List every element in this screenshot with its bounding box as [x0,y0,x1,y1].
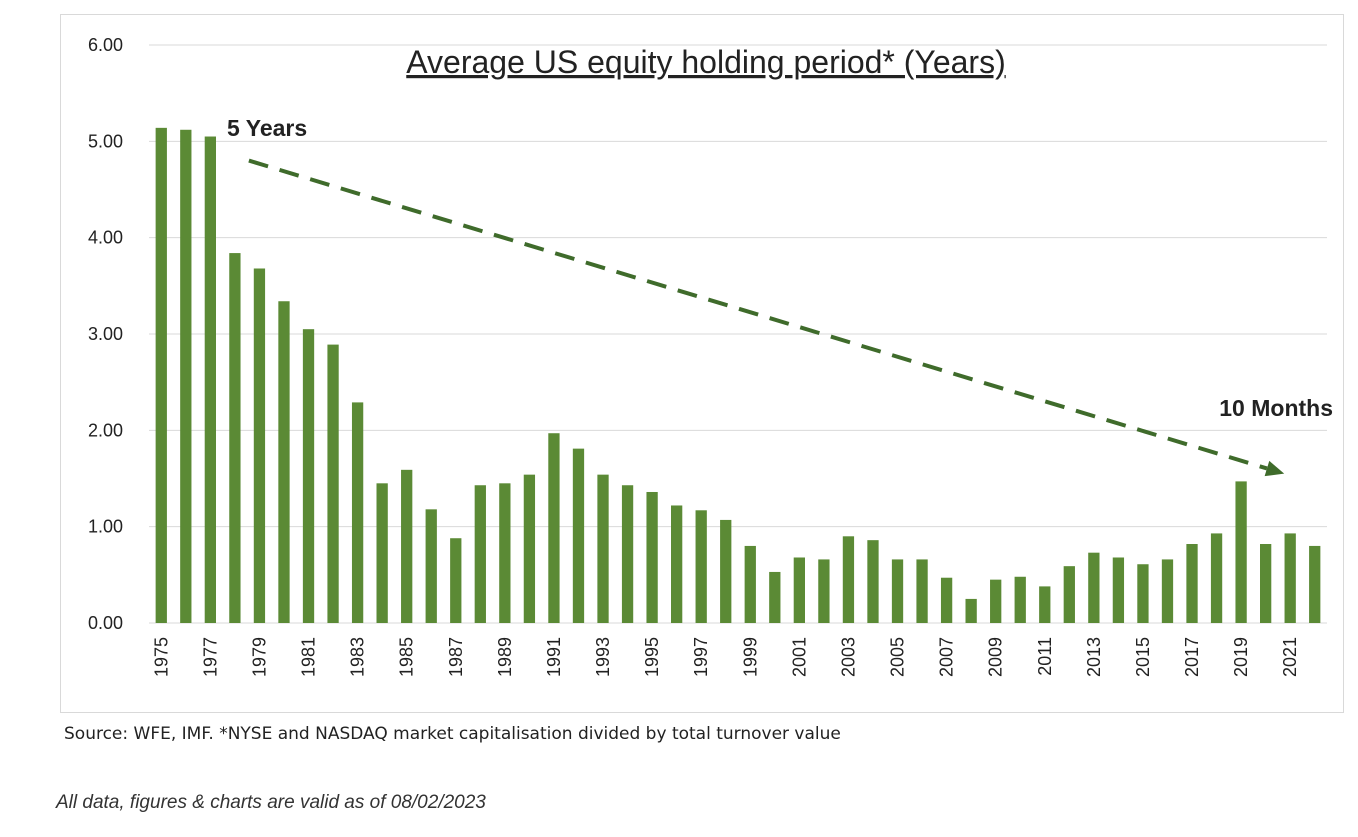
bar-1988 [474,485,486,623]
bar-2002 [818,559,830,623]
bar-2020 [1260,544,1272,623]
y-tick-label: 1.00 [88,517,123,537]
validity-note: All data, figures & charts are valid as … [56,792,486,813]
bar-2018 [1210,533,1223,623]
bar-1983 [351,402,364,623]
bar-1995 [646,491,658,623]
bar-2003 [842,536,855,623]
annotation-10-months: 10 Months [1219,395,1333,421]
bar-2007 [940,577,953,623]
x-tick-label: 2001 [789,637,809,677]
x-tick-label: 1991 [544,637,564,677]
bar-1976 [180,129,192,624]
y-tick-label: 6.00 [88,35,123,55]
x-tick-label: 2003 [838,637,858,677]
bar-1999 [744,545,756,623]
x-tick-label: 1977 [200,637,220,677]
y-tick-label: 5.00 [88,131,123,151]
x-tick-label: 1975 [151,637,171,677]
bar-2022 [1309,545,1321,623]
bar-2001 [793,557,805,623]
chart-title: Average US equity holding period* (Years… [406,44,1005,80]
bar-2009 [990,579,1002,623]
y-tick-label: 0.00 [88,613,123,633]
bar-1978 [229,253,241,623]
source-note: Source: WFE, IMF. *NYSE and NASDAQ marke… [64,724,841,744]
bar-2000 [769,571,781,623]
bar-2016 [1161,559,1174,623]
bar-1984 [376,483,388,623]
x-tick-label: 1987 [446,637,466,677]
bar-1981 [302,329,315,623]
bar-1986 [425,509,437,623]
x-tick-label: 1993 [593,637,613,677]
y-tick-label: 4.00 [88,228,123,248]
trend-arrow-line [248,158,1268,471]
x-tick-label: 2015 [1133,637,1153,677]
x-tick-label: 2007 [937,637,957,677]
bar-1991 [548,433,560,623]
bar-1982 [327,344,339,623]
bar-1996 [671,505,683,623]
bar-2011 [1039,586,1051,623]
bar-2019 [1235,481,1247,623]
bar-1985 [401,469,413,623]
bar-2014 [1112,557,1125,623]
x-tick-label: 2019 [1231,637,1251,677]
x-tick-label: 2017 [1182,637,1202,677]
x-tick-label: 2011 [1035,637,1055,676]
bar-1990 [523,474,536,623]
annotation-5-years: 5 Years [227,115,307,141]
x-tick-label: 1981 [299,637,319,677]
bar-1979 [253,268,266,623]
bar-1994 [621,485,634,623]
bar-1998 [720,519,732,623]
bar-2005 [891,559,904,623]
x-tick-label: 2013 [1084,637,1104,677]
bar-2013 [1088,552,1100,623]
x-tick-label: 2021 [1280,637,1300,677]
bar-1980 [278,301,290,623]
bar-2006 [916,559,928,623]
x-tick-label: 1997 [691,637,711,677]
bar-1993 [597,474,609,623]
x-tick-label: 2009 [986,637,1006,677]
y-tick-label: 2.00 [88,420,123,440]
x-tick-label: 2005 [888,637,908,677]
bar-1997 [695,510,707,623]
bar-2012 [1063,566,1075,623]
x-tick-label: 1989 [495,637,515,677]
y-tick-label: 3.00 [88,324,123,344]
chart-frame: 0.00 1.00 2.00 3.00 4.00 5.00 6.00 1975 1977 1979… [60,14,1344,713]
bar-2015 [1137,564,1149,623]
x-tick-label: 1985 [397,637,417,677]
bar-1977 [204,136,216,623]
trend-arrow-head [1264,460,1285,477]
x-tick-label: 1983 [348,637,368,677]
x-tick-label: 1999 [740,637,760,677]
bar-2008 [965,598,977,623]
bar-1989 [499,483,511,623]
bar-1992 [572,448,585,623]
bar-chart: 0.00 1.00 2.00 3.00 4.00 5.00 6.00 1975 1977 1979… [88,35,1333,677]
x-tick-label: 1979 [249,637,269,677]
x-tick-label: 1995 [642,637,662,677]
bar-1987 [450,538,462,623]
bar-2010 [1014,576,1026,623]
bar-2004 [867,540,879,623]
bar-2021 [1284,533,1296,623]
bar-2017 [1186,544,1198,623]
bar-1975 [155,127,167,623]
